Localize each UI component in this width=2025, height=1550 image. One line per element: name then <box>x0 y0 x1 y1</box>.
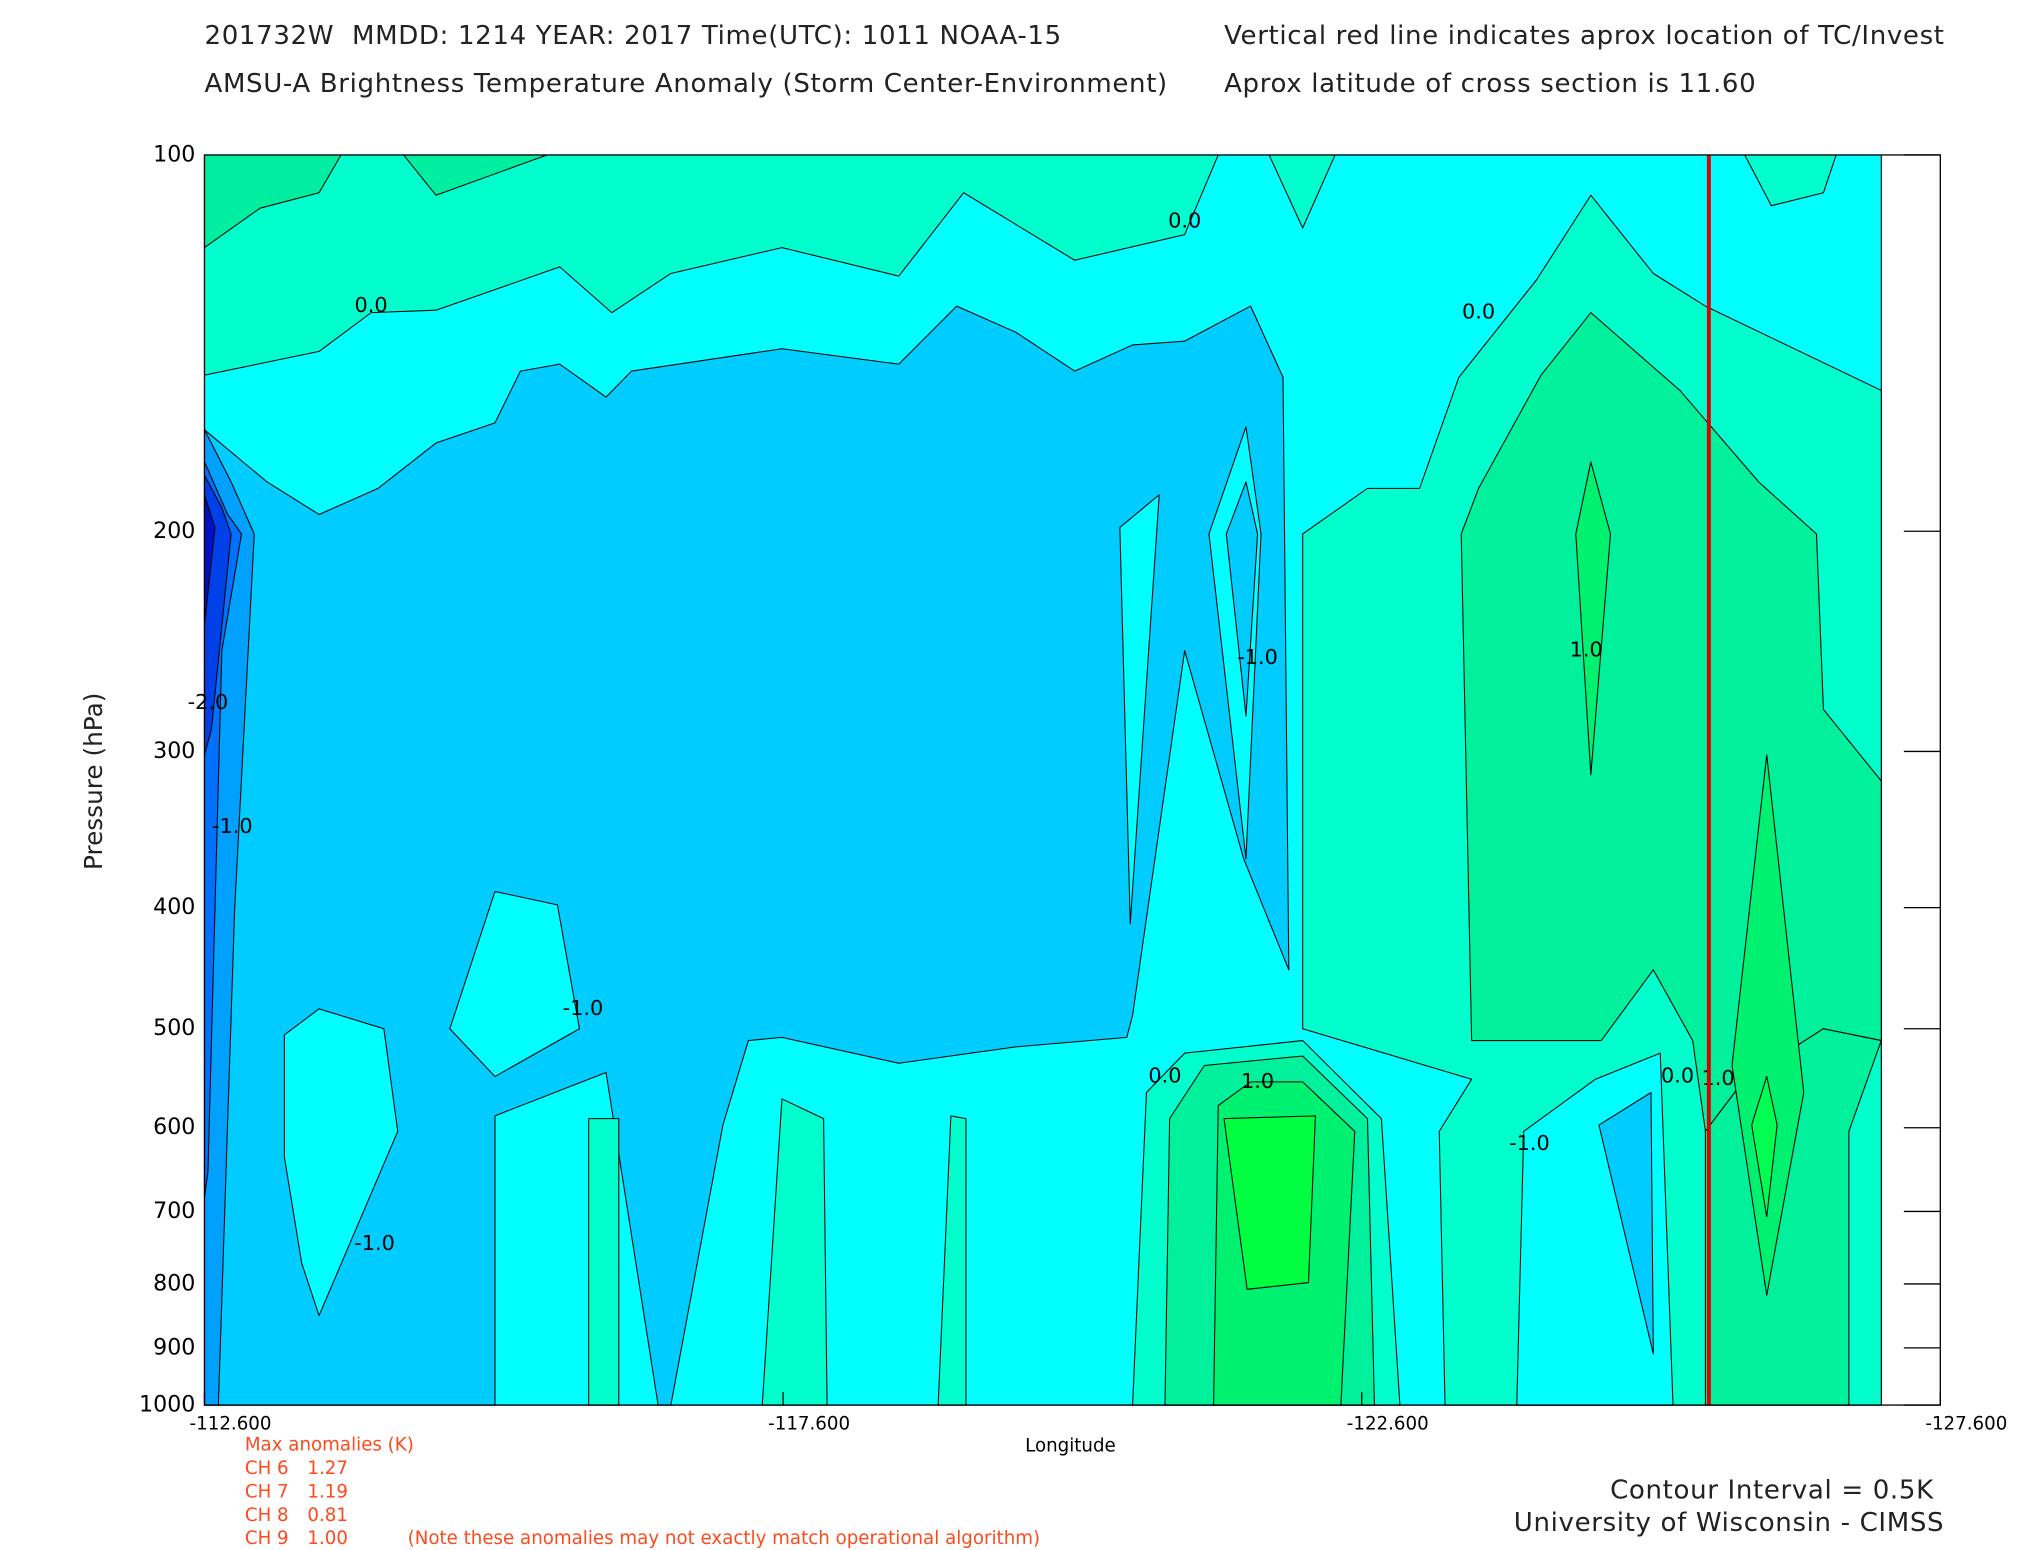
y-tick-label: 100 <box>153 141 195 167</box>
contour-label: 0.0 <box>355 293 388 317</box>
plot-area: 0.0 0.0 0.0 -1.0 -1.0 -2.0 -1.0 -1.0 0.0 1.0 1.0 -1… <box>188 154 1882 1406</box>
contour-region <box>283 1008 399 1317</box>
contour-label: -1.0 <box>1509 1131 1550 1155</box>
contour-region <box>449 890 580 1078</box>
title-line: AMSU-A Brightness Temperature Anomaly (S… <box>204 69 1167 99</box>
x-tick-label: -127.600 <box>1925 1414 2007 1435</box>
y-tick-label: 200 <box>153 518 195 544</box>
contour-label: -1.0 <box>563 996 604 1020</box>
contour-region <box>1575 461 1612 776</box>
footer-line: University of Wisconsin - CIMSS <box>1514 1508 1944 1538</box>
contour-region <box>1119 494 1160 925</box>
title-line: 201732W MMDD: 1214 YEAR: 2017 Time(UTC):… <box>204 21 1061 51</box>
x-axis-label: Longitude <box>1025 1436 1116 1457</box>
channel-name: CH 6 <box>245 1458 289 1479</box>
y-tick-label: 500 <box>153 1015 195 1041</box>
x-tick-label: -122.600 <box>1347 1414 1429 1435</box>
contour-label: 0.0 <box>1462 300 1495 324</box>
contour-label: 0.0 <box>1148 1064 1181 1088</box>
contour-label: -1.0 <box>1237 645 1278 669</box>
contour-label: 1.0 <box>1241 1069 1274 1093</box>
contour-label: 0.0 <box>1168 208 1201 232</box>
y-axis-label: Pressure (hPa) <box>79 693 108 870</box>
y-tick-label: 900 <box>153 1334 195 1360</box>
x-tick-label: -117.600 <box>768 1414 850 1435</box>
contour-label: -1.0 <box>354 1231 395 1255</box>
contour-label: 1.0 <box>1570 638 1603 662</box>
y-tick-label: 400 <box>153 894 195 920</box>
contour-region <box>1223 1115 1316 1290</box>
channel-anomaly: 1.19 <box>307 1481 348 1502</box>
footer-line: Contour Interval = 0.5K <box>1610 1476 1934 1506</box>
channel-anomaly: 0.81 <box>307 1505 348 1526</box>
contour-region <box>588 1118 620 1406</box>
contour-label: 0.0 <box>1661 1064 1694 1088</box>
channel-name: CH 7 <box>245 1481 289 1502</box>
x-tick-label: -112.600 <box>190 1414 272 1435</box>
channel-anomaly: 1.27 <box>307 1458 348 1479</box>
contour-label: 1.0 <box>1702 1066 1735 1090</box>
contour-region <box>1731 754 1805 1296</box>
y-tick-label: 700 <box>153 1198 195 1224</box>
note-line: Aprox latitude of cross section is 11.60 <box>1224 69 1756 99</box>
y-tick-label: 600 <box>153 1114 195 1140</box>
y-tick-label: 800 <box>153 1270 195 1296</box>
contour-region <box>1225 481 1259 717</box>
y-tick-label: 300 <box>153 738 195 764</box>
contour-region <box>1598 1091 1654 1355</box>
channel-anomaly: 1.00 <box>307 1528 348 1549</box>
anomaly-note: (Note these anomalies may not exactly ma… <box>408 1528 1040 1549</box>
y-tick-label: 1000 <box>139 1392 195 1418</box>
max-anomalies-title: Max anomalies (K) <box>245 1434 414 1455</box>
contour-region <box>203 154 1219 376</box>
channel-name: CH 8 <box>245 1505 289 1526</box>
contour-label: -1.0 <box>212 814 253 838</box>
plot-frame <box>203 154 1941 1406</box>
contour-label: -2.0 <box>188 690 229 714</box>
note-line: Vertical red line indicates aprox locati… <box>1224 21 1945 51</box>
contour-region <box>1751 1076 1778 1218</box>
channel-name: CH 9 <box>245 1528 289 1549</box>
